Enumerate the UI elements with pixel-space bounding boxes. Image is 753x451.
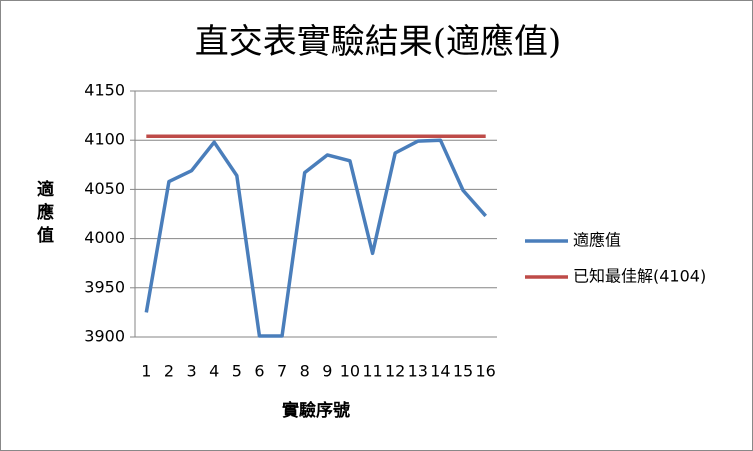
- x-tick-label: 12: [385, 362, 405, 381]
- legend-label: 適應值: [573, 231, 621, 250]
- x-tick-label: 9: [322, 362, 332, 381]
- x-tick-label: 13: [408, 362, 428, 381]
- x-axis-label: 實驗序號: [282, 400, 350, 421]
- chart-title: 直交表實驗結果(適應值): [195, 22, 562, 62]
- legend-label: 已知最佳解(4104): [573, 267, 706, 286]
- y-tick-label: 3900: [84, 327, 125, 346]
- series-line: [144, 138, 487, 338]
- x-tick-label: 16: [476, 362, 496, 381]
- x-tick-label: 6: [254, 362, 264, 381]
- x-tick-label: 10: [340, 362, 360, 381]
- y-tick-label: 4100: [84, 130, 125, 149]
- y-tick-label: 4000: [84, 228, 125, 247]
- x-tick-label: 2: [164, 362, 174, 381]
- y-tick-label: 4150: [84, 81, 125, 100]
- x-tick-label: 3: [186, 362, 196, 381]
- y-axis-label: 適應值: [33, 179, 54, 249]
- x-tick-label: 11: [362, 362, 382, 381]
- y-tick-label: 4050: [84, 179, 125, 198]
- x-tick-label: 8: [300, 362, 310, 381]
- x-tick-label: 14: [430, 362, 450, 381]
- y-tick-label: 3950: [84, 277, 125, 296]
- x-tick-label: 7: [277, 362, 287, 381]
- x-tick-label: 1: [141, 362, 151, 381]
- x-tick-label: 15: [453, 362, 473, 381]
- x-tick-label: 4: [209, 362, 219, 381]
- x-tick-label: 5: [232, 362, 242, 381]
